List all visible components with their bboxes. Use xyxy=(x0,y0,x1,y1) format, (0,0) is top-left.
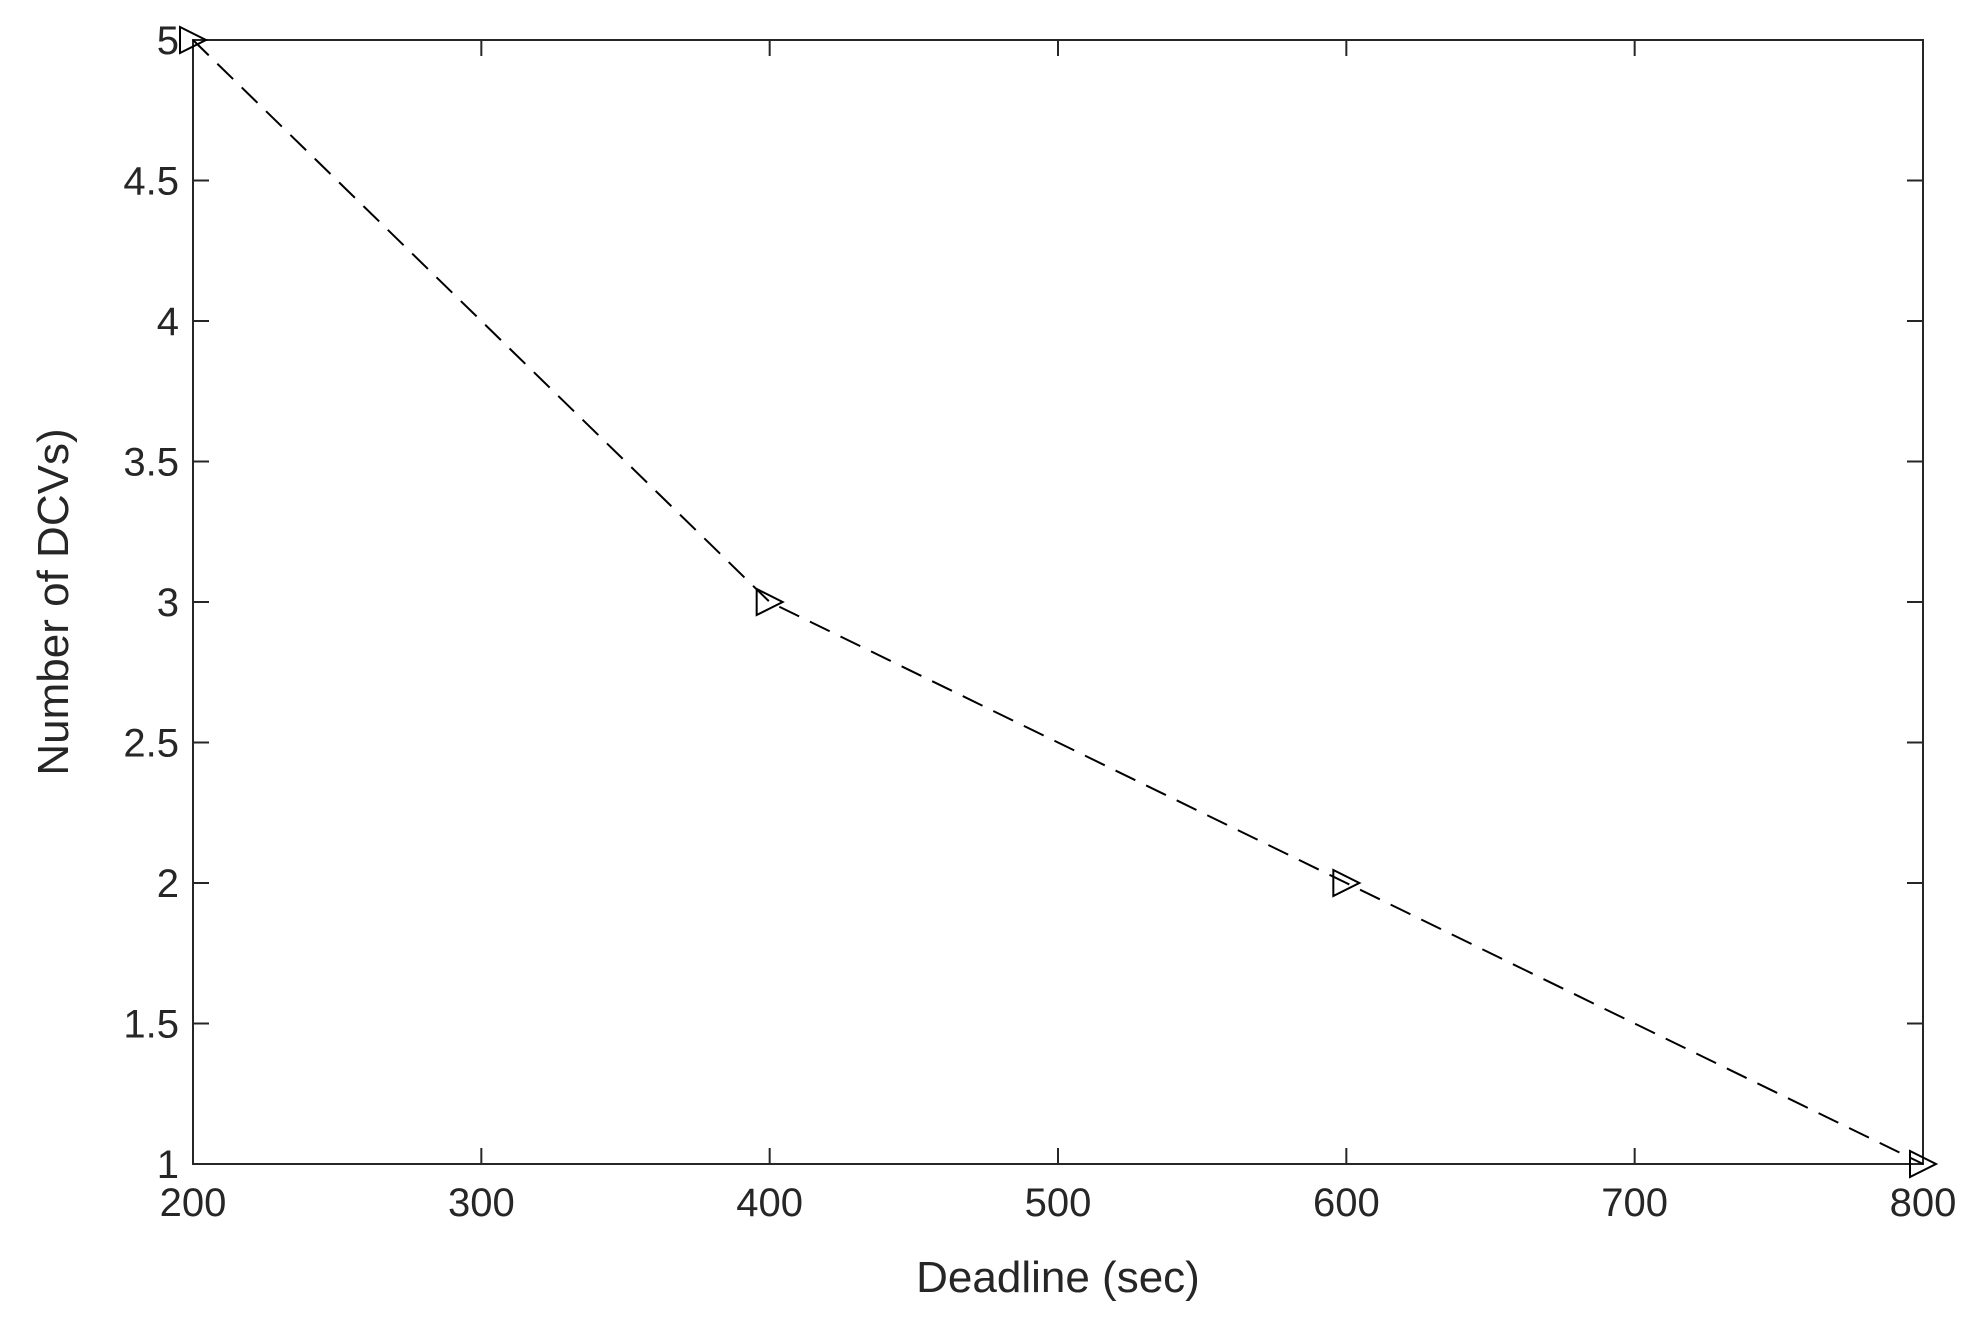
y-tick-label: 2 xyxy=(157,862,179,906)
y-tick-label: 1 xyxy=(157,1143,179,1187)
x-tick-label: 700 xyxy=(1601,1181,1668,1225)
plot-area xyxy=(192,39,1924,1165)
y-tick-label: 1.5 xyxy=(123,1003,179,1047)
y-tick-label: 3.5 xyxy=(123,441,179,485)
series-line xyxy=(192,39,1924,1165)
y-tick-labels: 1 1.5 2 2.5 3 3.5 4 4.5 5 xyxy=(123,19,179,1187)
y-tick-label: 3 xyxy=(157,581,179,625)
x-tick-label: 200 xyxy=(160,1181,227,1225)
x-tick-labels: 200 300 400 500 600 700 800 xyxy=(160,1181,1957,1225)
y-tick-label: 2.5 xyxy=(123,722,179,766)
data-point-marker xyxy=(755,587,785,617)
data-point-marker xyxy=(1332,868,1362,898)
y-tick-label: 4.5 xyxy=(123,160,179,204)
data-point-marker xyxy=(1909,1149,1939,1179)
y-tick-label: 5 xyxy=(157,19,179,63)
x-tick-label: 600 xyxy=(1313,1181,1380,1225)
x-tick-label: 500 xyxy=(1025,1181,1092,1225)
tick-marks xyxy=(192,39,1924,1165)
x-tick-label: 400 xyxy=(736,1181,803,1225)
data-point-marker xyxy=(179,25,209,55)
y-axis-label: Number of DCVs) xyxy=(29,428,78,775)
y-tick-label: 4 xyxy=(157,300,179,344)
x-tick-label: 800 xyxy=(1890,1181,1957,1225)
x-axis-label: Deadline (sec) xyxy=(916,1253,1200,1302)
x-tick-label: 300 xyxy=(448,1181,515,1225)
series-group xyxy=(179,25,1939,1179)
